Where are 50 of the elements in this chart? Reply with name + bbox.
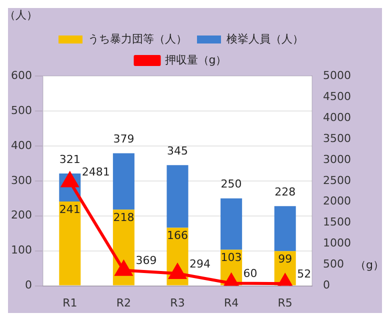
- y2-tick-label: 3000: [323, 152, 352, 166]
- y-tick-label: 500: [10, 104, 32, 117]
- data-label: 52: [297, 267, 312, 280]
- x-tick-label: R1: [62, 296, 78, 310]
- data-label: 60: [243, 267, 258, 280]
- y-tick-label: 300: [10, 174, 32, 187]
- y-tick-label: 100: [10, 244, 32, 257]
- y-tick-label: 0: [24, 278, 32, 292]
- bar: [220, 198, 242, 250]
- y-tick-label: 400: [10, 138, 32, 152]
- point: [169, 264, 186, 279]
- bar: [112, 153, 134, 210]
- y2-tick-label: 1500: [323, 216, 352, 229]
- y2-tick-label: 1000: [323, 236, 352, 250]
- total-label: 228: [274, 185, 296, 198]
- data-label: 103: [220, 251, 242, 264]
- data-label: 241: [59, 202, 80, 216]
- y2-tick-label: 5000: [323, 68, 352, 82]
- bar: [166, 165, 188, 228]
- data-label: 2481: [82, 166, 110, 179]
- data-label: 218: [113, 210, 134, 224]
- bar: [274, 206, 296, 252]
- data-label: 369: [136, 254, 157, 268]
- y2-tick-label: 4000: [323, 110, 352, 124]
- data-label: 294: [190, 257, 210, 270]
- x-tick-label: R5: [278, 296, 292, 310]
- total-label: 379: [113, 132, 134, 146]
- y2-tick-label: 2000: [323, 194, 352, 208]
- data-label: 99: [278, 252, 292, 266]
- y2-tick-label: 4500: [323, 90, 352, 103]
- y2-tick-label: 500: [323, 258, 344, 271]
- x-tick-label: R4: [224, 296, 239, 310]
- y2-axis-title: （g）: [355, 258, 384, 272]
- data-label: 166: [167, 229, 188, 242]
- y-tick-label: 200: [10, 208, 32, 222]
- y-tick-label: 600: [10, 68, 32, 82]
- y2-tick-label: 0: [323, 278, 330, 292]
- legend-label: うち暴力団等（人）: [88, 32, 187, 46]
- total-label: 345: [167, 144, 188, 158]
- total-label: 250: [220, 178, 242, 191]
- y-axis-title: （人）: [4, 8, 38, 22]
- x-tick-label: R2: [116, 296, 132, 310]
- legend-label: 検挙人員（人）: [226, 32, 304, 46]
- y2-tick-label: 2500: [323, 174, 352, 187]
- legend-label: 押収量（g）: [164, 53, 227, 66]
- total-label: 321: [59, 152, 80, 166]
- y2-tick-label: 3500: [323, 132, 352, 145]
- bar: [59, 202, 81, 286]
- point: [115, 260, 132, 276]
- x-tick-label: R3: [170, 296, 185, 310]
